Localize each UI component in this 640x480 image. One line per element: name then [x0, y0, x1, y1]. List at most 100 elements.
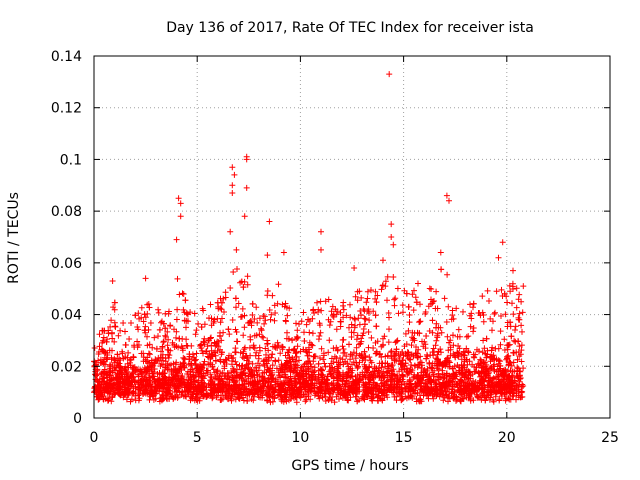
scatter-point: [286, 382, 293, 389]
scatter-point: [296, 380, 303, 387]
scatter-point: [234, 390, 241, 397]
scatter-point: [145, 301, 152, 307]
scatter-point: [390, 371, 397, 378]
scatter-point: [132, 383, 139, 390]
scatter-point: [280, 380, 287, 387]
scatter-point: [369, 384, 376, 391]
scatter-point: [118, 389, 125, 396]
scatter-point: [259, 374, 266, 381]
scatter-point: [300, 309, 307, 316]
scatter-point: [476, 382, 483, 389]
scatter-point: [167, 322, 174, 329]
scatter-point: [314, 389, 320, 395]
scatter-point: [99, 393, 106, 400]
scatter-point: [380, 257, 386, 264]
scatter-point: [444, 333, 451, 340]
scatter-point: [372, 288, 379, 295]
scatter-point: [254, 371, 261, 378]
scatter-point: [227, 285, 234, 291]
scatter-point: [398, 397, 405, 404]
scatter-point: [483, 335, 490, 342]
scatter-point: [326, 322, 333, 329]
scatter-point: [315, 360, 322, 367]
scatter-point: [337, 309, 344, 316]
scatter-point: [399, 349, 406, 355]
scatter-point: [495, 254, 502, 261]
y-tick-label: 0.14: [51, 49, 82, 65]
scatter-point: [446, 395, 453, 402]
scatter-point: [130, 353, 137, 360]
scatter-point: [317, 322, 323, 329]
scatter-point: [172, 361, 179, 368]
scatter-point: [162, 333, 169, 340]
scatter-point: [300, 391, 307, 398]
scatter-point: [98, 379, 105, 386]
scatter-point: [233, 304, 239, 311]
scatter-point: [272, 310, 279, 316]
scatter-point: [215, 376, 222, 383]
scatter-point: [315, 392, 322, 399]
scatter-point: [355, 315, 362, 322]
scatter-point: [334, 391, 341, 397]
scatter-point: [385, 339, 392, 346]
scatter-point: [318, 367, 325, 373]
scatter-point: [398, 381, 405, 388]
scatter-point: [300, 368, 307, 375]
scatter-point: [367, 357, 374, 364]
scatter-point: [135, 397, 142, 404]
scatter-point: [265, 375, 272, 381]
scatter-point: [408, 342, 415, 349]
scatter-point: [497, 378, 504, 385]
scatter-point: [328, 360, 335, 367]
scatter-point: [486, 396, 493, 403]
scatter-point: [368, 334, 375, 341]
scatter-point: [438, 329, 445, 336]
scatter-point: [209, 363, 216, 370]
scatter-point: [407, 366, 414, 373]
scatter-point: [146, 304, 153, 311]
scatter-point: [370, 308, 377, 315]
scatter-point: [498, 313, 504, 319]
scatter-point: [354, 398, 361, 405]
scatter-point: [313, 380, 320, 387]
scatter-point: [352, 393, 359, 400]
scatter-point: [369, 397, 376, 404]
scatter-point: [264, 252, 271, 259]
scatter-point: [256, 315, 263, 322]
scatter-point: [326, 337, 333, 344]
scatter-point: [513, 285, 520, 292]
scatter-point: [240, 332, 247, 339]
scatter-point: [306, 383, 313, 390]
scatter-point: [373, 323, 380, 330]
scatter-point: [317, 366, 324, 373]
scatter-point: [519, 309, 526, 316]
scatter-point: [463, 345, 470, 352]
scatter-point: [365, 344, 372, 351]
scatter-point: [391, 357, 398, 364]
scatter-point: [229, 190, 236, 196]
scatter-point: [479, 349, 486, 356]
scatter-point: [240, 284, 247, 291]
scatter-point: [429, 317, 436, 324]
scatter-point: [479, 390, 486, 397]
scatter-point: [496, 397, 503, 404]
scatter-point: [166, 395, 173, 402]
scatter-point: [209, 395, 216, 402]
scatter-point: [383, 369, 390, 376]
scatter-point: [491, 367, 498, 374]
scatter-point: [434, 305, 441, 312]
scatter-point: [492, 345, 499, 352]
scatter-point: [242, 392, 249, 399]
scatter-point: [346, 324, 352, 331]
scatter-point: [201, 321, 208, 328]
scatter-point: [269, 343, 276, 350]
scatter-point: [417, 301, 423, 308]
scatter-point: [200, 391, 206, 398]
scatter-point: [229, 374, 236, 381]
scatter-point: [365, 329, 372, 335]
scatter-point: [223, 373, 230, 379]
scatter-point: [150, 373, 157, 380]
scatter-point: [149, 387, 156, 394]
scatter-point: [208, 334, 214, 341]
scatter-point: [146, 351, 153, 358]
